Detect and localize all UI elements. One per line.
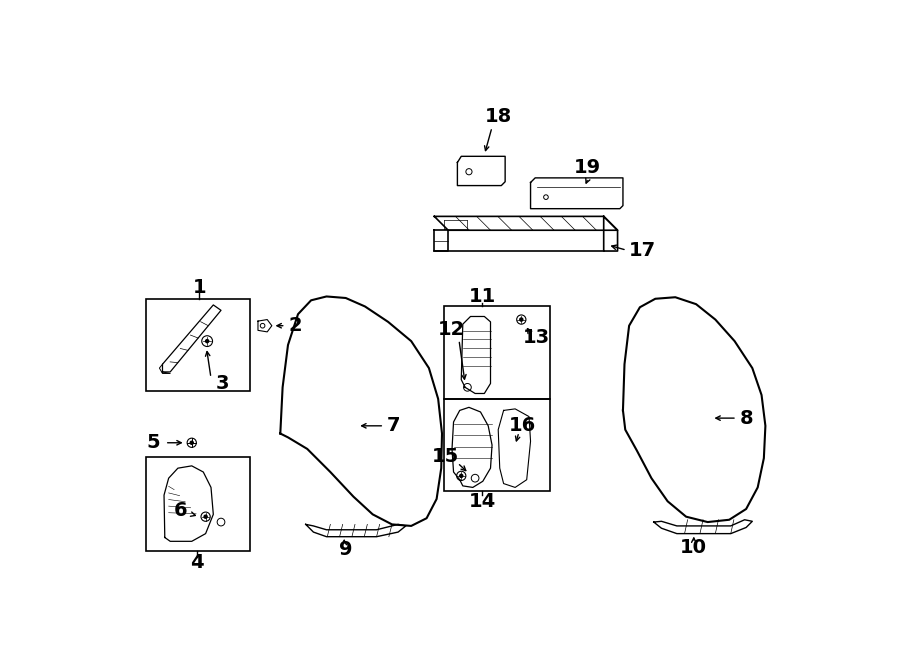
Bar <box>146 299 249 391</box>
Text: 6: 6 <box>174 501 187 520</box>
Circle shape <box>190 442 194 444</box>
Text: 5: 5 <box>147 433 160 452</box>
Text: 9: 9 <box>339 539 353 559</box>
Text: 14: 14 <box>468 492 496 511</box>
Text: 11: 11 <box>468 287 496 306</box>
Text: 4: 4 <box>190 553 204 572</box>
Bar <box>146 457 249 551</box>
Text: 17: 17 <box>629 241 656 260</box>
Text: 19: 19 <box>574 159 601 177</box>
Text: 10: 10 <box>680 538 707 557</box>
Text: 1: 1 <box>193 278 206 297</box>
Text: 8: 8 <box>739 408 753 428</box>
Bar <box>445 399 550 491</box>
Circle shape <box>205 340 209 342</box>
Circle shape <box>460 475 463 477</box>
Text: 2: 2 <box>289 316 302 335</box>
Text: 15: 15 <box>432 447 460 466</box>
Text: 3: 3 <box>216 374 230 393</box>
Text: 12: 12 <box>437 320 465 339</box>
Text: 13: 13 <box>523 328 550 347</box>
Circle shape <box>204 515 207 518</box>
Text: 18: 18 <box>484 107 512 126</box>
Circle shape <box>520 318 523 321</box>
Text: 7: 7 <box>387 416 400 436</box>
Bar <box>445 307 550 399</box>
Text: 16: 16 <box>509 416 536 436</box>
